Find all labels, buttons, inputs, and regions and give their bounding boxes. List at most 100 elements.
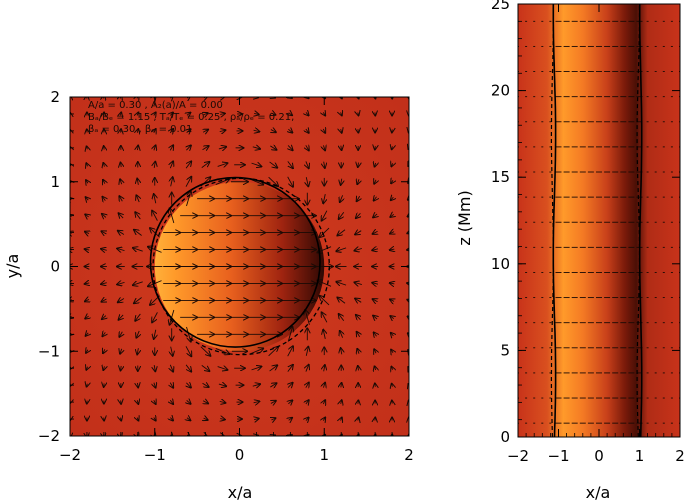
- field-arrow: [186, 383, 191, 388]
- field-arrow: [187, 418, 190, 421]
- field-arrow: [154, 97, 156, 98]
- annotation-line-3: βₐ = 0.30 , βₑ = 0.01: [88, 124, 192, 135]
- field-arrow: [101, 299, 106, 302]
- field-arrow: [120, 179, 122, 184]
- field-arrow: [154, 112, 156, 115]
- field-arrow: [137, 418, 138, 421]
- field-arrow: [154, 365, 155, 371]
- field-arrow: [358, 366, 359, 370]
- field-arrow: [103, 366, 104, 370]
- field-arrow: [187, 435, 190, 436]
- annotation-line-1: A/a = 0.30 , A₂(a)/A = 0.00: [88, 100, 223, 111]
- field-arrow: [154, 129, 156, 133]
- field-arrow: [372, 283, 379, 284]
- field-arrow: [317, 281, 332, 287]
- field-arrow: [339, 211, 345, 219]
- field-arrow: [118, 231, 125, 235]
- field-arrow: [288, 400, 292, 403]
- field-arrow: [306, 161, 309, 168]
- field-arrow: [103, 180, 105, 184]
- boundary-line-left: [552, 4, 557, 437]
- right-x-tick-label: −2: [507, 447, 529, 465]
- field-arrow: [102, 316, 106, 319]
- field-arrow: [391, 197, 394, 200]
- field-arrow: [339, 314, 345, 322]
- field-arrow: [268, 347, 279, 357]
- field-arrow: [288, 129, 292, 132]
- tube-boundary-dashed: [152, 177, 330, 356]
- field-arrow: [70, 350, 71, 352]
- field-arrow: [287, 161, 293, 168]
- field-arrow: [269, 365, 278, 372]
- right-y-tick-label: 20: [491, 82, 510, 100]
- field-arrow: [253, 401, 260, 402]
- field-arrow: [85, 299, 89, 301]
- field-arrow: [375, 163, 376, 167]
- field-arrow: [306, 435, 308, 436]
- field-arrow: [408, 316, 409, 318]
- field-arrow: [390, 232, 394, 234]
- right-y-axis-label: z (Mm): [455, 190, 474, 245]
- field-arrow: [217, 367, 228, 370]
- field-arrow: [187, 129, 191, 132]
- left-y-tick-label: −1: [38, 342, 60, 360]
- field-arrow: [86, 333, 89, 336]
- field-arrow: [137, 112, 138, 115]
- field-arrow: [306, 177, 308, 186]
- field-arrow: [322, 210, 328, 221]
- annotation-line-2: Bₐ/Bₑ = 1.15 , Tₐ/Tₑ = 0.25 , ρₐ/ρₑ = 0.…: [88, 112, 294, 123]
- field-arrow: [154, 435, 156, 436]
- left-x-tick-label: −2: [59, 446, 81, 464]
- field-arrow: [355, 298, 362, 302]
- field-arrow: [390, 299, 394, 301]
- field-arrow: [306, 365, 309, 372]
- field-arrow: [133, 248, 143, 251]
- field-arrow: [137, 179, 138, 185]
- field-arrow: [306, 383, 309, 388]
- field-arrow: [372, 249, 379, 250]
- field-arrow: [201, 364, 210, 371]
- field-arrow: [374, 332, 377, 336]
- field-arrow: [373, 231, 378, 234]
- field-arrow: [341, 348, 342, 355]
- field-arrow: [154, 418, 156, 421]
- field-arrow: [70, 300, 71, 301]
- field-arrow: [340, 435, 341, 436]
- left-x-tick-label: 1: [319, 446, 329, 464]
- field-arrow: [203, 130, 208, 133]
- field-arrow: [358, 112, 359, 115]
- field-arrow: [101, 231, 106, 234]
- field-arrow: [306, 418, 309, 421]
- field-arrow: [70, 215, 72, 217]
- boundary-line-right-dashed: [636, 4, 641, 437]
- field-arrow: [270, 383, 276, 387]
- field-arrow: [337, 298, 346, 304]
- field-arrow: [324, 161, 325, 168]
- field-arrow: [185, 161, 191, 169]
- field-arrow: [203, 401, 208, 404]
- field-arrow: [170, 145, 173, 150]
- field-arrow: [357, 332, 360, 337]
- field-arrow: [154, 329, 156, 339]
- field-arrow: [154, 383, 156, 388]
- vector-field-left: [70, 97, 409, 436]
- field-arrow: [306, 97, 308, 98]
- field-arrow: [323, 194, 325, 203]
- field-arrow: [323, 435, 325, 436]
- cross-section-panel: −2 −1 0 1 2 −2 −1 0 1 2 A/a = 0.30 , A₂(a)/A = 0.…: [3, 88, 414, 502]
- field-arrow: [358, 163, 359, 167]
- field-arrow: [373, 316, 377, 319]
- field-arrow: [374, 180, 376, 184]
- field-arrow: [357, 349, 359, 354]
- field-arrow: [186, 145, 191, 150]
- field-arrow: [185, 177, 191, 187]
- field-arrow: [323, 129, 325, 133]
- field-arrow: [86, 163, 87, 166]
- field-arrow: [219, 401, 226, 402]
- field-arrow: [135, 212, 141, 220]
- right-y-tick-label: 25: [491, 0, 510, 13]
- field-arrow: [375, 97, 376, 99]
- field-arrow: [85, 283, 90, 284]
- field-arrow: [200, 346, 211, 356]
